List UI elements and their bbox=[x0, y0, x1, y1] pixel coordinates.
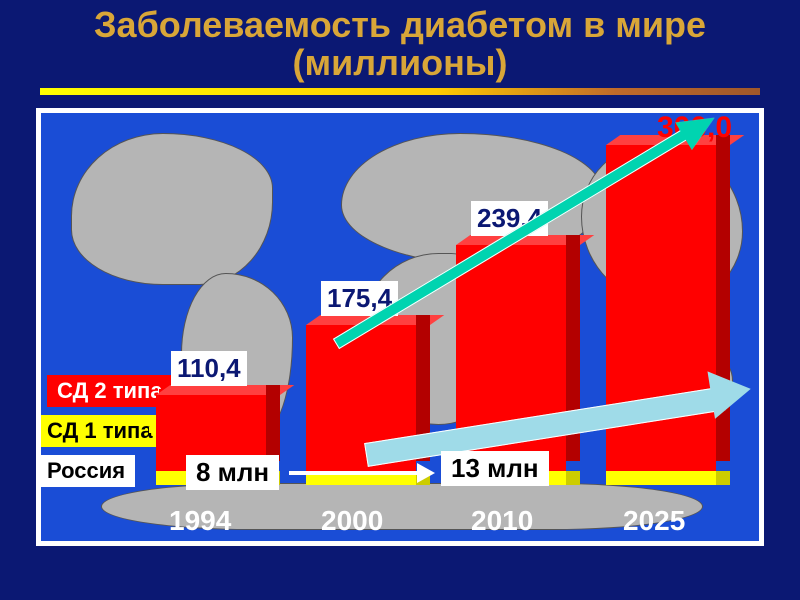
russia-arrow bbox=[289, 471, 419, 475]
bar-2025 bbox=[606, 145, 716, 485]
title-underline bbox=[40, 88, 760, 95]
value-label-1994: 110,4 bbox=[171, 351, 247, 386]
russia-arrow-head bbox=[417, 463, 435, 483]
russia-value-1994: 8 млн bbox=[186, 455, 279, 490]
trend-arrow-bottom-head bbox=[707, 365, 754, 419]
chart-area: СД 2 типа СД 1 типа Россия bbox=[36, 108, 764, 546]
year-2010: 2010 bbox=[471, 505, 533, 537]
russia-value-2010: 13 млн bbox=[441, 451, 549, 486]
year-2025: 2025 bbox=[623, 505, 685, 537]
year-2000: 2000 bbox=[321, 505, 383, 537]
year-1994: 1994 bbox=[169, 505, 231, 537]
legend-russia: Россия bbox=[41, 455, 135, 487]
title-line-2: (миллионы) bbox=[0, 44, 800, 82]
map-background: СД 2 типа СД 1 типа Россия bbox=[41, 113, 759, 541]
legend-type1: СД 1 типа bbox=[41, 415, 163, 447]
legend-type2: СД 2 типа bbox=[47, 375, 173, 407]
continent-shape bbox=[71, 133, 273, 285]
chart-title: Заболеваемость диабетом в мире (миллионы… bbox=[0, 0, 800, 82]
title-line-1: Заболеваемость диабетом в мире bbox=[0, 6, 800, 44]
